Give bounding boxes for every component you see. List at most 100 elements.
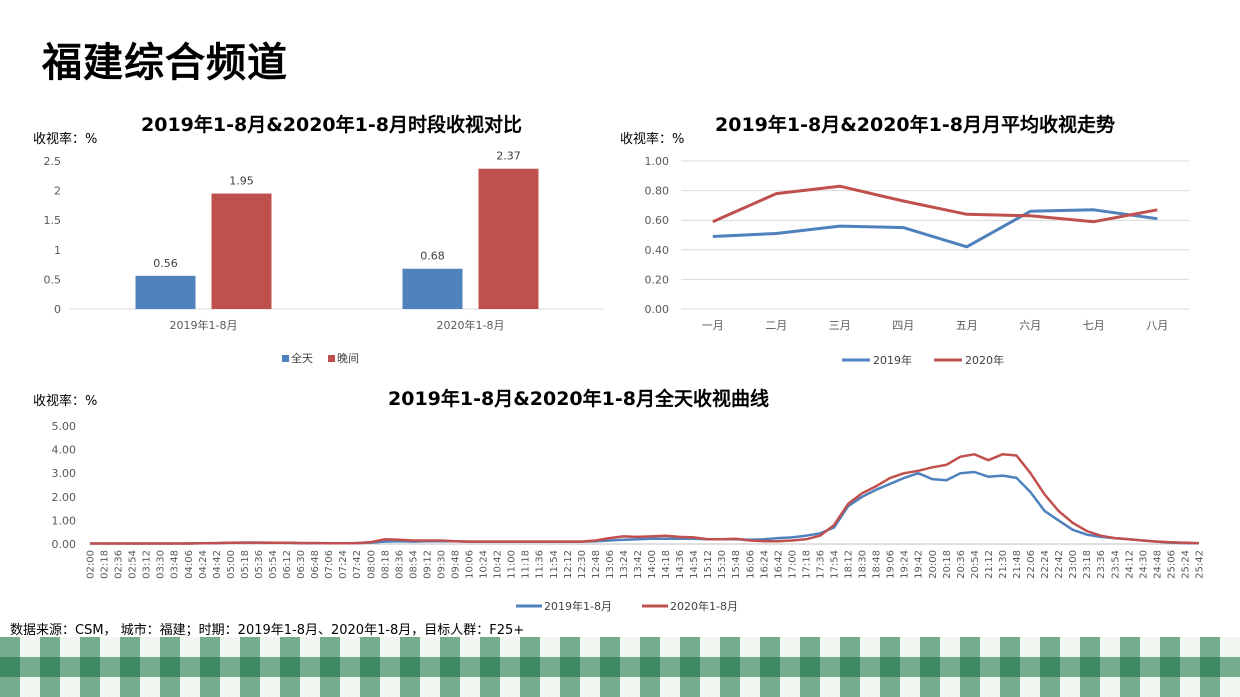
x-tick-label: 14:36	[675, 550, 686, 579]
legend-label: 2019年1-8月	[544, 599, 612, 613]
x-tick-label: 一月	[702, 319, 724, 332]
x-tick-label: 18:30	[858, 550, 869, 579]
x-tick-label: 04:42	[212, 550, 223, 579]
x-tick-label: 23:00	[1068, 550, 1079, 579]
x-tick-label: 21:48	[1012, 550, 1023, 579]
x-tick-label: 13:42	[633, 550, 644, 579]
x-tick-label: 03:12	[142, 550, 153, 579]
bar	[135, 275, 196, 309]
x-tick-label: 四月	[892, 319, 914, 332]
bar-data-label: 2.37	[496, 150, 521, 163]
series-line	[90, 453, 1200, 545]
x-tick-label: 23:54	[1110, 550, 1121, 579]
x-tick-label: 12:12	[563, 550, 574, 579]
x-tick-label: 11:54	[549, 550, 560, 579]
bar-data-label: 0.56	[153, 257, 178, 270]
legend-swatch	[328, 355, 335, 362]
legend-label: 2020年	[965, 353, 1004, 367]
legend-label: 2019年	[873, 353, 912, 367]
legend-label: 2020年1-8月	[670, 599, 738, 613]
x-tick-label: 02:54	[128, 550, 139, 579]
x-tick-label: 25:06	[1166, 550, 1177, 579]
x-tick-label: 15:48	[731, 550, 742, 579]
x-tick-label: 05:54	[268, 550, 279, 579]
x-tick-label: 23:18	[1082, 550, 1093, 579]
x-tick-label: 24:48	[1152, 550, 1163, 579]
y-tick-label: 0	[54, 303, 61, 316]
x-tick-label: 17:36	[816, 550, 827, 579]
y-tick-label: 1	[54, 244, 61, 257]
x-tick-label: 14:00	[647, 550, 658, 579]
x-tick-label: 17:54	[830, 550, 841, 579]
x-tick-label: 八月	[1146, 319, 1168, 332]
x-tick-label: 三月	[829, 319, 851, 332]
x-tick-label: 02:00	[86, 550, 97, 579]
x-tick-label: 25:42	[1195, 550, 1206, 579]
x-tick-label: 15:12	[703, 550, 714, 579]
bar-chart-unit-label: 收视率：%	[33, 132, 98, 147]
y-tick-label: 1.00	[645, 155, 670, 168]
x-tick-label: 07:06	[324, 550, 335, 579]
y-tick-label: 0.5	[44, 273, 62, 286]
y-tick-label: 2	[54, 185, 61, 198]
y-tick-label: 5.00	[52, 420, 77, 433]
x-tick-label: 24:12	[1124, 550, 1135, 579]
x-tick-label: 12:30	[577, 550, 588, 579]
bar-chart-title: 2019年1-8月&2020年1-8月时段收视对比	[141, 114, 522, 136]
x-tick-label: 17:18	[801, 550, 812, 579]
legend-swatch	[282, 355, 289, 362]
x-tick-label: 五月	[956, 319, 978, 332]
x-tick-label: 20:00	[928, 550, 939, 579]
x-tick-label: 20:18	[942, 550, 953, 579]
legend-label: 晚间	[337, 352, 359, 365]
page-title: 福建综合频道	[42, 40, 288, 86]
x-tick-label: 06:12	[282, 550, 293, 579]
y-tick-label: 0.40	[645, 244, 670, 257]
y-tick-label: 4.00	[52, 444, 77, 457]
y-tick-label: 0.20	[645, 273, 670, 286]
x-tick-label: 17:00	[787, 550, 798, 579]
x-tick-label: 05:36	[254, 550, 265, 579]
y-tick-label: 0.80	[645, 185, 670, 198]
x-tick-label: 19:42	[914, 550, 925, 579]
x-tick-label: 06:48	[310, 550, 321, 579]
curve-chart-title: 2019年1-8月&2020年1-8月全天收视曲线	[388, 388, 769, 410]
x-tick-label: 09:30	[436, 550, 447, 579]
x-tick-label: 02:36	[114, 550, 125, 579]
x-tick-label: 06:30	[296, 550, 307, 579]
x-tick-label: 14:18	[661, 550, 672, 579]
x-tick-label: 22:06	[1026, 550, 1037, 579]
x-tick-label: 15:30	[717, 550, 728, 579]
x-tick-label: 11:36	[535, 550, 546, 579]
x-tick-label: 七月	[1083, 319, 1105, 332]
x-tick-label: 03:48	[170, 550, 181, 579]
x-tick-label: 21:30	[998, 550, 1009, 579]
x-tick-label: 09:48	[451, 550, 462, 579]
legend-label: 全天	[291, 351, 313, 365]
x-tick-label: 18:12	[844, 550, 855, 579]
x-tick-label: 10:06	[465, 550, 476, 579]
x-tick-label: 19:24	[900, 550, 911, 579]
x-tick-label: 23:36	[1096, 550, 1107, 579]
x-tick-label: 07:42	[352, 550, 363, 579]
bar-data-label: 1.95	[229, 175, 254, 188]
x-tick-label: 16:42	[773, 550, 784, 579]
x-tick-label: 02:18	[100, 550, 111, 579]
x-tick-label: 22:42	[1054, 550, 1065, 579]
x-tick-label: 2019年1-8月	[170, 318, 238, 332]
x-tick-label: 20:54	[970, 550, 981, 579]
series-line	[712, 184, 1158, 224]
x-tick-label: 24:30	[1138, 550, 1149, 579]
y-tick-label: 3.00	[52, 467, 77, 480]
x-tick-label: 05:18	[240, 550, 251, 579]
bar	[211, 193, 272, 309]
x-tick-label: 07:24	[338, 550, 349, 579]
x-tick-label: 19:06	[886, 550, 897, 579]
curve-chart-unit-label: 收视率：%	[33, 394, 98, 409]
x-tick-label: 10:42	[493, 550, 504, 579]
x-tick-label: 六月	[1019, 319, 1041, 332]
bar-data-label: 0.68	[420, 250, 445, 263]
